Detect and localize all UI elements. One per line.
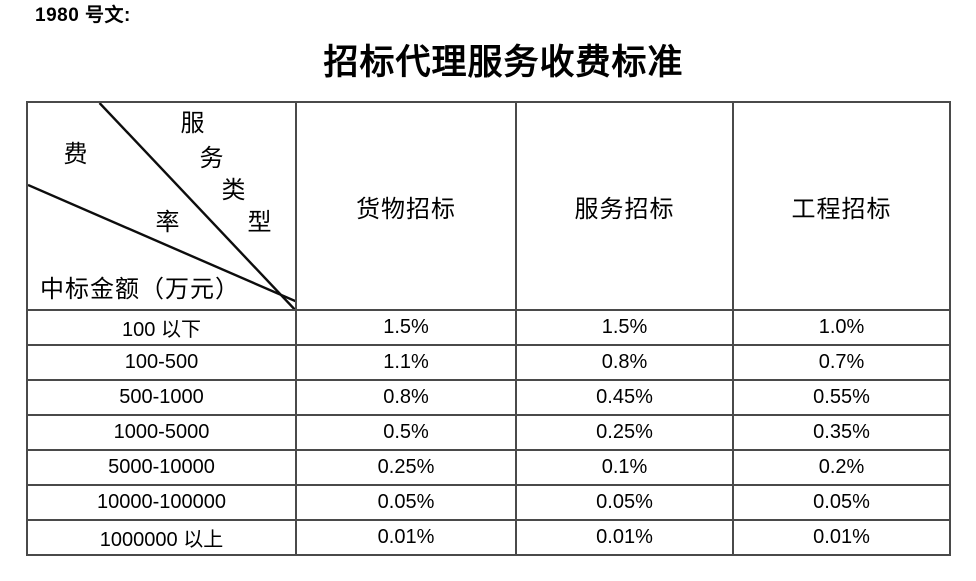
column-header-services-tender: 服务招标 bbox=[515, 101, 734, 311]
amount-range-cell: 5000-10000 bbox=[26, 449, 297, 486]
rate-cell: 0.5% bbox=[295, 414, 517, 451]
rate-cell: 0.8% bbox=[515, 344, 734, 381]
rate-cell: 0.45% bbox=[515, 379, 734, 416]
rate-cell: 1.5% bbox=[295, 309, 517, 346]
rate-cell: 0.01% bbox=[732, 519, 951, 556]
table-row: 10000-100000 0.05% 0.05% 0.05% bbox=[26, 484, 951, 521]
rate-cell: 1.0% bbox=[732, 309, 951, 346]
document-number-label: 1980 号文: bbox=[35, 5, 131, 26]
rate-cell: 0.8% bbox=[295, 379, 517, 416]
rate-cell: 0.25% bbox=[515, 414, 734, 451]
amount-range-cell: 10000-100000 bbox=[26, 484, 297, 521]
rate-cell: 0.55% bbox=[732, 379, 951, 416]
table-row: 500-1000 0.8% 0.45% 0.55% bbox=[26, 379, 951, 416]
rate-cell: 0.01% bbox=[515, 519, 734, 556]
corner-service-type-char-3: 类 bbox=[221, 178, 247, 204]
corner-diagonal-lines bbox=[29, 104, 294, 308]
amount-range-cell: 100-500 bbox=[26, 344, 297, 381]
corner-fee-rate-char-1: 费 bbox=[63, 142, 89, 168]
rate-cell: 0.35% bbox=[732, 414, 951, 451]
corner-service-type-char-2: 务 bbox=[199, 146, 225, 172]
rate-cell: 0.2% bbox=[732, 449, 951, 486]
corner-service-type-char-1: 服 bbox=[180, 111, 206, 137]
rate-cell: 0.05% bbox=[732, 484, 951, 521]
corner-service-type-char-4: 型 bbox=[247, 210, 273, 236]
table-row: 100 以下 1.5% 1.5% 1.0% bbox=[26, 309, 951, 346]
corner-fee-rate-char-2: 率 bbox=[155, 210, 181, 236]
rate-cell: 0.01% bbox=[295, 519, 517, 556]
corner-header-cell: 服 务 类 型 费 率 中标金额（万元） bbox=[26, 101, 297, 311]
rate-cell: 1.1% bbox=[295, 344, 517, 381]
rate-cell: 0.7% bbox=[732, 344, 951, 381]
rate-cell: 0.25% bbox=[295, 449, 517, 486]
rate-cell: 0.05% bbox=[295, 484, 517, 521]
amount-range-cell: 1000000 以上 bbox=[26, 519, 297, 556]
corner-amount-label: 中标金额（万元） bbox=[40, 277, 240, 304]
table-row: 1000000 以上 0.01% 0.01% 0.01% bbox=[26, 519, 951, 556]
rate-cell: 1.5% bbox=[515, 309, 734, 346]
fee-table: 服 务 类 型 费 率 中标金额（万元） 货物招标 服务招标 工程招标 100 … bbox=[26, 101, 951, 556]
amount-range-cell: 500-1000 bbox=[26, 379, 297, 416]
page-title: 招标代理服务收费标准 bbox=[323, 43, 684, 82]
table-row: 100-500 1.1% 0.8% 0.7% bbox=[26, 344, 951, 381]
table-row: 1000-5000 0.5% 0.25% 0.35% bbox=[26, 414, 951, 451]
column-header-works-tender: 工程招标 bbox=[732, 101, 951, 311]
amount-range-cell: 100 以下 bbox=[26, 309, 297, 346]
table-header-row: 服 务 类 型 费 率 中标金额（万元） 货物招标 服务招标 工程招标 bbox=[26, 101, 951, 311]
rate-cell: 0.1% bbox=[515, 449, 734, 486]
amount-range-cell: 1000-5000 bbox=[26, 414, 297, 451]
column-header-goods-tender: 货物招标 bbox=[295, 101, 517, 311]
rate-cell: 0.05% bbox=[515, 484, 734, 521]
table-row: 5000-10000 0.25% 0.1% 0.2% bbox=[26, 449, 951, 486]
